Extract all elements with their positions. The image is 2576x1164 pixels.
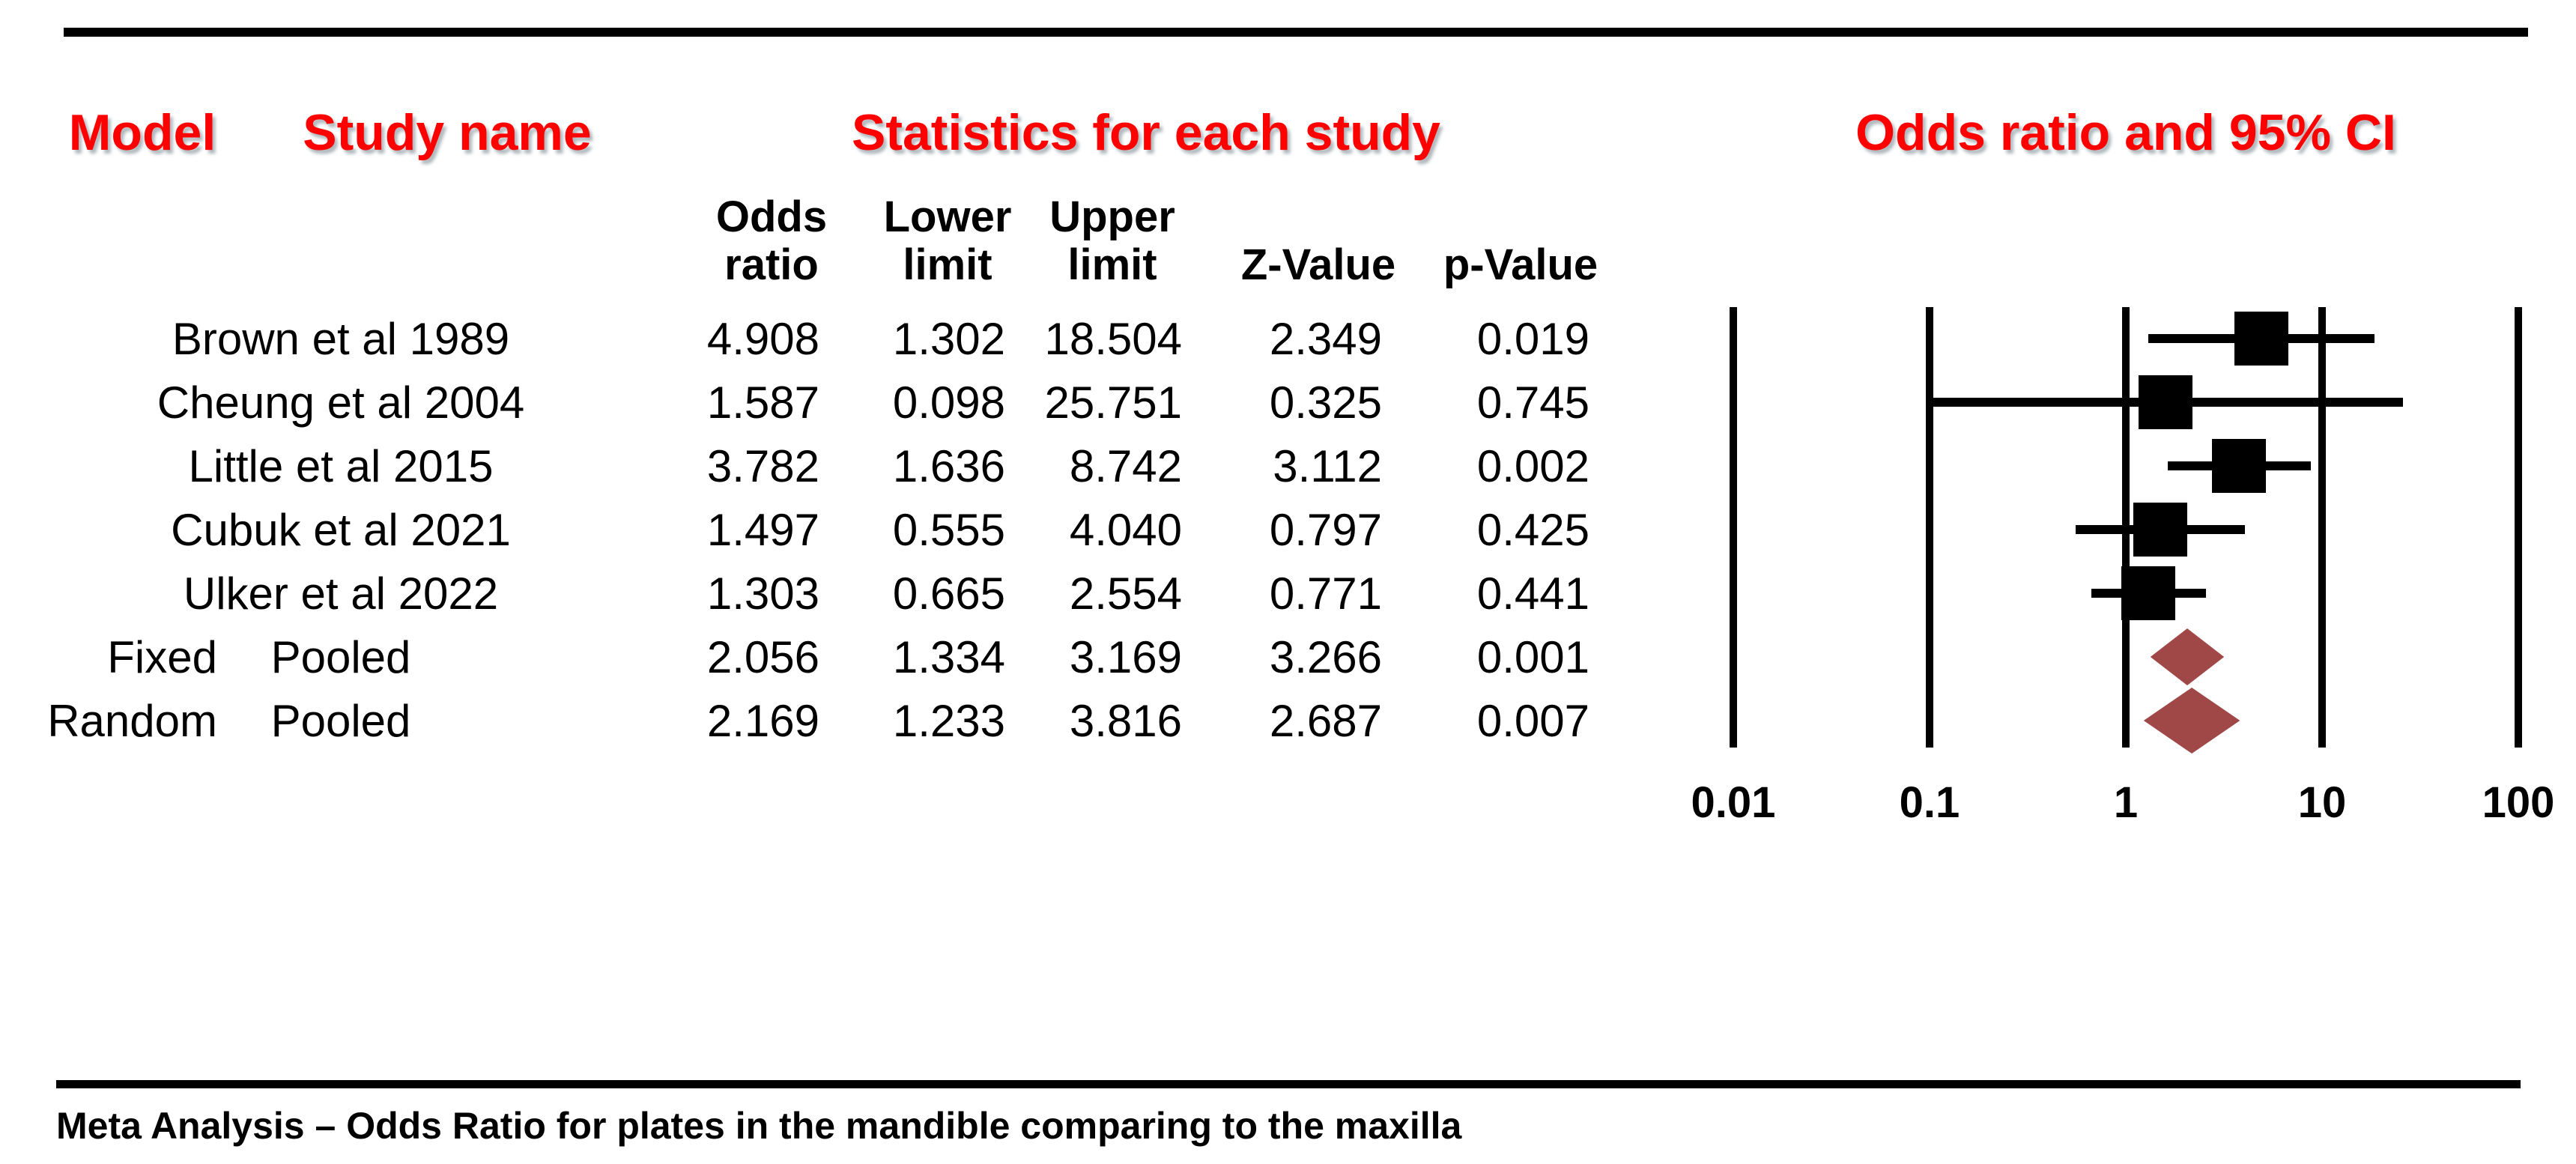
colheader-upper-line2: limit <box>1067 240 1157 289</box>
colheader-z-value: Z-Value <box>1240 240 1396 289</box>
odds-ratio-cell: 1.303 <box>706 569 819 619</box>
study-square <box>2133 503 2187 557</box>
odds-ratio-cell: 3.782 <box>706 441 819 491</box>
z-value-cell: 2.349 <box>1269 314 1382 364</box>
colheader-lower-line2: limit <box>903 240 992 289</box>
axis-gridline <box>1926 307 1933 748</box>
z-value-cell: 0.771 <box>1269 569 1382 619</box>
study-name-cell: Ulker et al 2022 <box>183 569 499 619</box>
lower-limit-cell: 1.302 <box>892 314 1005 364</box>
colheader-upper-line1: Upper <box>1049 193 1175 241</box>
axis-gridline <box>1730 307 1737 748</box>
p-value-cell: 0.002 <box>1476 441 1589 491</box>
table-row: Brown et al 1989 4.908 1.302 18.504 2.34… <box>0 316 1648 363</box>
axis-gridline <box>2515 307 2522 748</box>
z-value-cell: 3.266 <box>1269 632 1382 682</box>
p-value-cell: 0.019 <box>1476 314 1589 364</box>
lower-limit-cell: 0.665 <box>892 569 1005 619</box>
p-value-cell: 0.441 <box>1476 569 1589 619</box>
colheader-lower-line1: Lower <box>883 193 1012 241</box>
lower-limit-cell: 0.098 <box>892 378 1005 428</box>
upper-limit-cell: 8.742 <box>1069 441 1182 491</box>
upper-limit-cell: 3.816 <box>1069 696 1182 746</box>
colheader-odds-line1: Odds <box>715 193 828 241</box>
axis-tick-label: 1 <box>2113 778 2139 827</box>
header-or-ci: Odds ratio and 95% CI <box>1855 104 2396 161</box>
z-value-cell: 2.687 <box>1269 696 1382 746</box>
axis-gridline <box>2318 307 2326 748</box>
odds-ratio-cell: 1.497 <box>706 505 819 555</box>
pooled-diamond <box>2143 688 2240 754</box>
upper-limit-cell: 3.169 <box>1069 632 1182 682</box>
z-value-cell: 0.325 <box>1269 378 1382 428</box>
lower-limit-cell: 0.555 <box>892 505 1005 555</box>
lower-limit-cell: 1.636 <box>892 441 1005 491</box>
upper-limit-cell: 2.554 <box>1069 569 1182 619</box>
header-study-name: Study name <box>303 104 592 161</box>
axis-tick-label: 0.1 <box>1899 778 1960 827</box>
upper-limit-cell: 18.504 <box>1044 314 1182 364</box>
p-value-cell: 0.007 <box>1476 696 1589 746</box>
axis-tick-label: 100 <box>2482 778 2555 827</box>
figure-caption: Meta Analysis – Odds Ratio for plates in… <box>56 1105 1462 1147</box>
study-name-cell: Cheung et al 2004 <box>157 378 525 428</box>
study-name-cell: Cubuk et al 2021 <box>171 505 511 555</box>
table-row: Random Pooled 2.169 1.233 3.816 2.687 0.… <box>0 698 1648 745</box>
lower-limit-cell: 1.233 <box>892 696 1005 746</box>
table-row: Little et al 2015 3.782 1.636 8.742 3.11… <box>0 443 1648 490</box>
bottom-rule <box>56 1080 2521 1088</box>
header-model: Model <box>68 104 216 161</box>
upper-limit-cell: 4.040 <box>1069 505 1182 555</box>
model-cell: Fixed <box>107 632 217 682</box>
study-square <box>2138 375 2192 429</box>
axis-tick-label: 0.01 <box>1691 778 1776 827</box>
odds-ratio-cell: 4.908 <box>706 314 819 364</box>
lower-limit-cell: 1.334 <box>892 632 1005 682</box>
table-row: Cubuk et al 2021 1.497 0.555 4.040 0.797… <box>0 507 1648 554</box>
odds-ratio-cell: 2.169 <box>706 696 819 746</box>
p-value-cell: 0.001 <box>1476 632 1589 682</box>
colheader-p-value: p-Value <box>1443 240 1598 289</box>
study-name-cell: Little et al 2015 <box>188 441 494 491</box>
table-row: Cheung et al 2004 1.587 0.098 25.751 0.3… <box>0 380 1648 426</box>
study-square <box>2234 312 2289 366</box>
odds-ratio-cell: 1.587 <box>706 378 819 428</box>
colheader-odds-line2: ratio <box>724 240 819 289</box>
study-square <box>2121 566 2176 620</box>
study-name-cell: Brown et al 1989 <box>172 314 510 364</box>
study-square <box>2212 439 2267 493</box>
table-row: Fixed Pooled 2.056 1.334 3.169 3.266 0.0… <box>0 634 1648 681</box>
odds-ratio-cell: 2.056 <box>706 632 819 682</box>
p-value-cell: 0.425 <box>1476 505 1589 555</box>
study-name-cell: Pooled <box>270 632 411 682</box>
model-cell: Random <box>47 696 217 746</box>
upper-limit-cell: 25.751 <box>1044 378 1182 428</box>
header-statistics: Statistics for each study <box>851 104 1441 161</box>
z-value-cell: 3.112 <box>1273 441 1382 491</box>
top-rule <box>64 28 2528 37</box>
table-row: Ulker et al 2022 1.303 0.665 2.554 0.771… <box>0 571 1648 617</box>
pooled-diamond <box>2150 628 2225 685</box>
axis-tick-label: 10 <box>2297 778 2347 827</box>
z-value-cell: 0.797 <box>1269 505 1382 555</box>
study-name-cell: Pooled <box>270 696 411 746</box>
p-value-cell: 0.745 <box>1476 378 1589 428</box>
